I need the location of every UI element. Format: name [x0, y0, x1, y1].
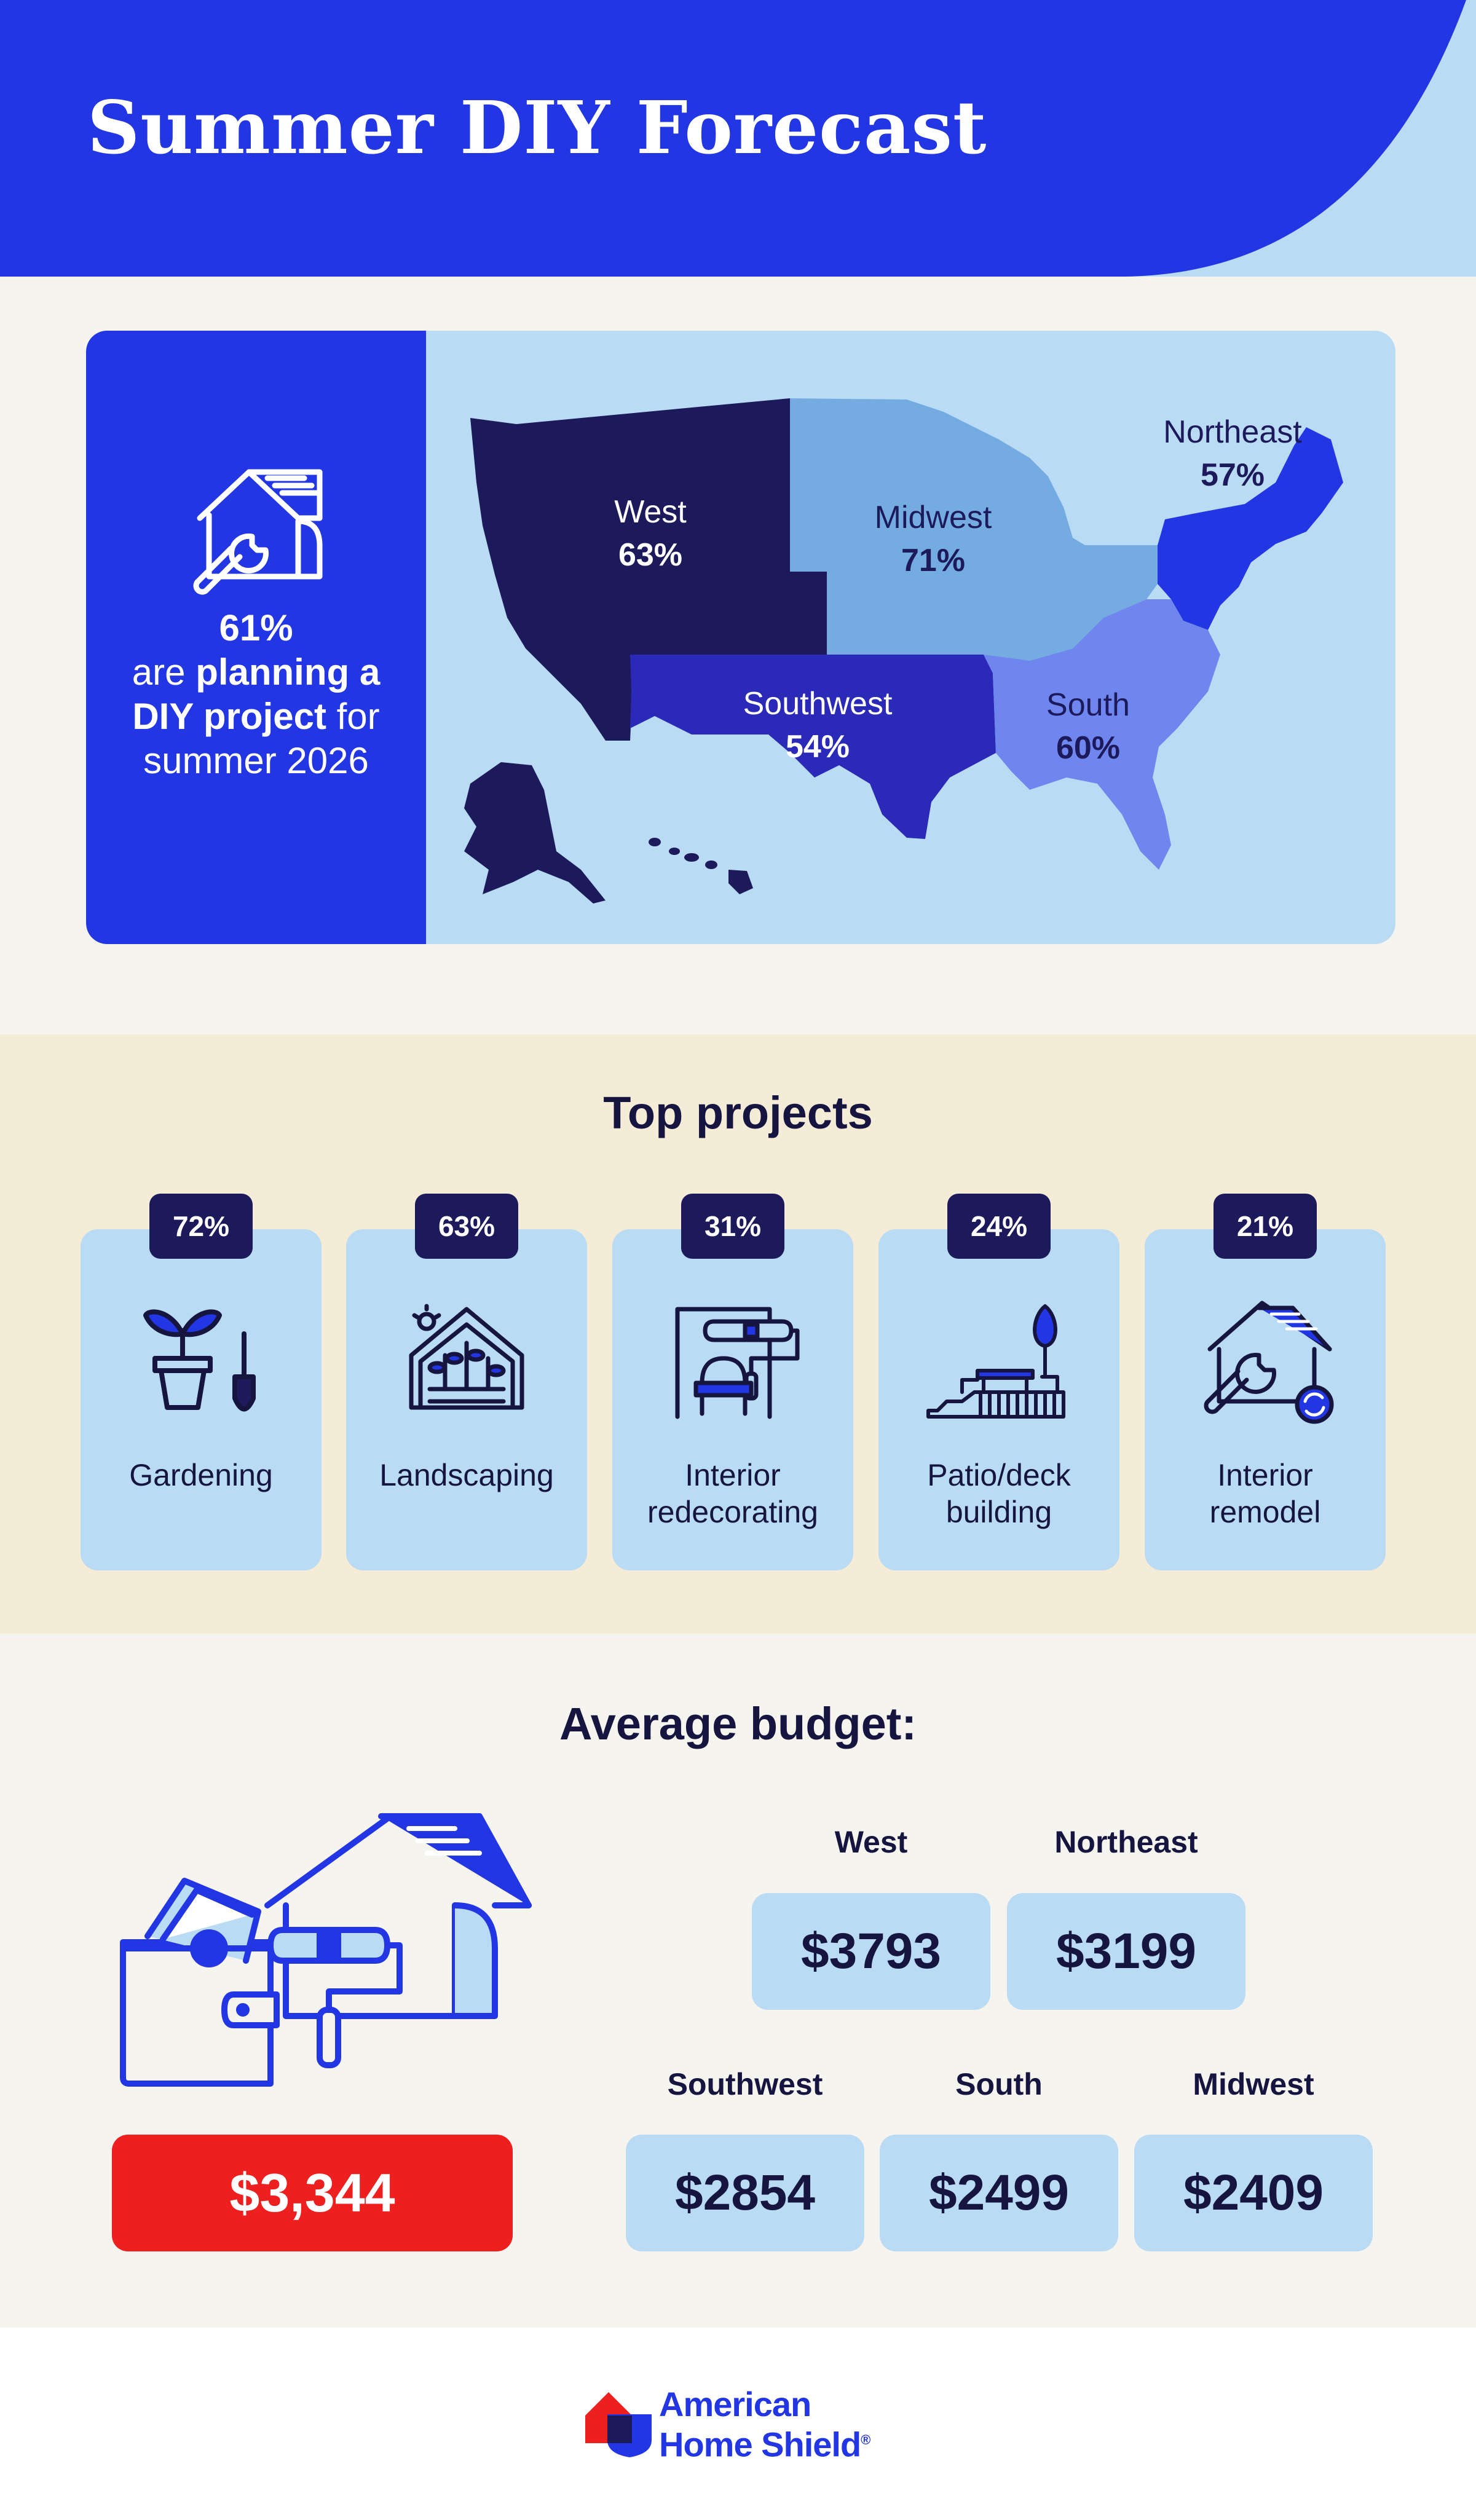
map-label-midwest: Midwest 71% [847, 496, 1019, 582]
region-percent: 71% [901, 543, 966, 578]
project-percent-badge: 21% [1214, 1194, 1317, 1259]
budget-region-value: $2409 [1134, 2135, 1373, 2251]
project-card-patio-deck: 24% Patio/deck building [878, 1194, 1119, 1570]
region-name: Midwest [874, 500, 992, 535]
project-label-line2: remodel [1209, 1495, 1321, 1529]
summary-panel: 61% are planning a DIY project for summe… [86, 331, 426, 944]
region-name: Southwest [743, 686, 893, 722]
region-percent: 63% [618, 537, 683, 573]
project-label: Patio/deck building [878, 1457, 1119, 1530]
map-region-south [984, 599, 1220, 870]
projects-title: Top projects [603, 1087, 873, 1138]
region-percent: 60% [1056, 730, 1121, 766]
greenhouse-plants-icon [409, 1304, 524, 1410]
project-label-line1: Patio/deck [927, 1458, 1071, 1492]
map-label-southwest: Southwest 54% [707, 682, 928, 768]
project-label-line1: Interior [685, 1458, 781, 1492]
project-label: Interior remodel [1145, 1457, 1386, 1530]
footer [0, 2328, 1476, 2520]
project-label-line1: Interior [1217, 1458, 1313, 1492]
american-home-shield-logo-text: American Home Shield® [659, 2387, 870, 2463]
region-percent: 54% [785, 729, 850, 765]
house-wrench-icon [193, 469, 323, 595]
project-card-landscaping: 63% Landscaping [346, 1194, 587, 1570]
map-region-midwest [790, 398, 1158, 661]
project-label: Gardening [81, 1457, 322, 1494]
summary-line3: summer 2026 [143, 740, 369, 781]
project-label-line2: redecorating [647, 1495, 818, 1529]
page-title: Summer DIY Forecast [87, 85, 987, 170]
budget-region-name: Southwest [667, 2067, 823, 2101]
map-label-west: West 63% [577, 490, 724, 577]
budget-region-name: South [955, 2067, 1043, 2101]
budget-region-value: $3793 [752, 1893, 990, 2010]
region-name: West [614, 494, 687, 530]
project-percent-badge: 63% [415, 1194, 518, 1259]
project-card-interior-redecorating: 31% Interior redecorating [612, 1194, 853, 1570]
budget-region-name: Midwest [1193, 2067, 1314, 2101]
project-percent-badge: 31% [681, 1194, 784, 1259]
summary-line1: are [132, 652, 186, 693]
project-label: Landscaping [346, 1457, 587, 1494]
logo-line1: American [659, 2385, 811, 2424]
deck-stairs-tree-icon [926, 1304, 1065, 1419]
summary-line1-bold: planning a [195, 652, 381, 693]
map-region-northeast [1158, 427, 1343, 630]
map-region-southwest [630, 655, 996, 839]
paint-roller-chair-icon [675, 1307, 800, 1419]
budget-region-value: $2499 [880, 2135, 1118, 2251]
budget-region-value: $3199 [1007, 1893, 1245, 2010]
project-label-line1: Gardening [129, 1458, 273, 1492]
region-name: South [1046, 687, 1130, 723]
project-card-interior-remodel: 21% Interior remodel [1145, 1194, 1386, 1570]
project-card-gardening: 72% Gardening [81, 1194, 322, 1570]
project-label-line2: building [945, 1495, 1052, 1529]
map-region-west [470, 398, 827, 741]
logo-registered-mark: ® [861, 2432, 870, 2447]
summary-line2-bold: DIY project [132, 696, 326, 737]
house-wrench-refresh-icon [1204, 1301, 1334, 1424]
budget-region-value: $2854 [626, 2135, 864, 2251]
overall-budget-value: $3,344 [112, 2135, 513, 2251]
header-band: Summer DIY Forecast [0, 0, 1476, 277]
seedling-pot-shovel-icon [143, 1309, 256, 1412]
region-name: Northeast [1163, 414, 1302, 450]
summary-text: 61% are planning a DIY project for summe… [98, 606, 414, 783]
header-background-shape [0, 0, 1476, 277]
budget-region-name: Northeast [1054, 1825, 1198, 1859]
american-home-shield-logo-icon [585, 2392, 652, 2457]
map-label-northeast: Northeast 57% [1140, 411, 1325, 497]
summary-line2: for [336, 696, 380, 737]
budget-region-name: West [834, 1825, 908, 1859]
logo-line2: Home Shield [659, 2425, 861, 2464]
map-label-south: South 60% [1008, 683, 1168, 770]
summary-percent: 61% [219, 607, 293, 648]
map-region-hawaii [649, 838, 753, 894]
project-percent-badge: 72% [149, 1194, 253, 1259]
map-region-alaska [464, 762, 606, 904]
region-percent: 57% [1200, 457, 1265, 493]
project-label-line1: Landscaping [379, 1458, 554, 1492]
wallet-house-roller-icon [120, 1813, 532, 2087]
project-label: Interior redecorating [612, 1457, 853, 1530]
us-region-map [464, 398, 1343, 904]
project-percent-badge: 24% [947, 1194, 1051, 1259]
budget-title: Average budget: [559, 1698, 917, 1749]
